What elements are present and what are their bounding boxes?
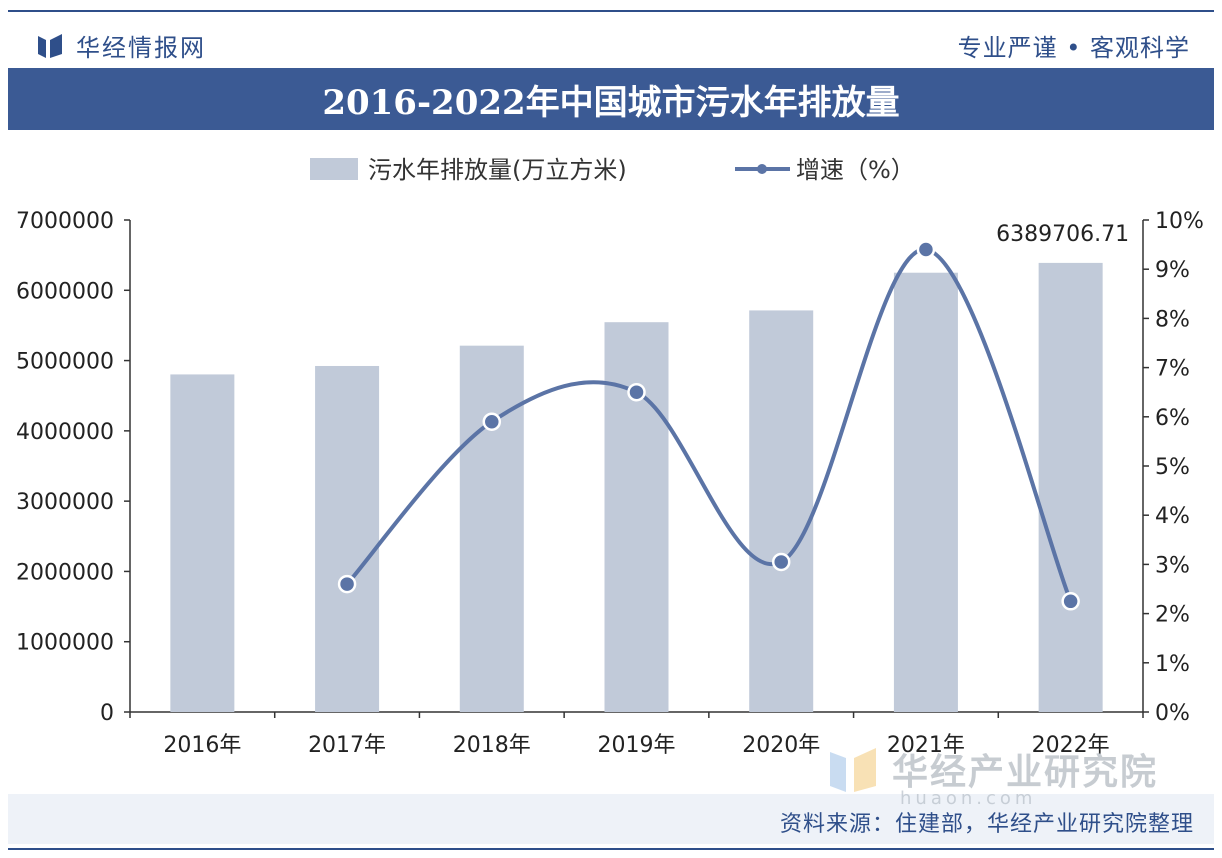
data-labels: 6389706.71 xyxy=(996,222,1129,247)
bars xyxy=(170,262,1103,712)
y-right-tick-label: 7% xyxy=(1155,357,1190,382)
y-left-tick-label: 0 xyxy=(100,701,114,726)
y-right-tick-label: 5% xyxy=(1155,455,1190,480)
y-right-tick-label: 3% xyxy=(1155,553,1190,578)
legend-bar-label: 污水年排放量(万立方米) xyxy=(368,156,627,184)
y-left-tick-label: 1000000 xyxy=(16,631,114,656)
y-left-tick-label: 2000000 xyxy=(16,560,114,585)
legend-line-marker xyxy=(757,164,767,174)
logo: 华经情报网 xyxy=(36,28,206,63)
watermark-logo-icon xyxy=(830,748,876,792)
chart-area: 污水年排放量(万立方米) 增速（%） 0 1000000 2000000 300000… xyxy=(16,156,1204,758)
bar-data-label: 6389706.71 xyxy=(996,222,1129,247)
x-tick-label: 2020年 xyxy=(742,733,820,758)
slogan: 专业严谨 • 客观科学 xyxy=(957,34,1190,62)
growth-line-layer xyxy=(337,240,1080,611)
y-left-tick-label: 6000000 xyxy=(16,279,114,304)
growth-point xyxy=(771,552,791,572)
watermark-url: huaon.com xyxy=(900,788,1037,809)
x-tick-label: 2022年 xyxy=(1032,733,1110,758)
title-bar: 2016-2022年中国城市污水年排放量 xyxy=(8,68,1214,130)
watermark-brand-text: 华经产业研究院 xyxy=(892,752,1159,793)
x-tick-label: 2016年 xyxy=(163,733,241,758)
y-right-tick-label: 2% xyxy=(1155,603,1190,628)
growth-line xyxy=(345,247,1073,603)
legend: 污水年排放量(万立方米) 增速（%） xyxy=(310,156,915,184)
bar xyxy=(170,374,235,712)
legend-line-label: 增速（%） xyxy=(796,156,915,184)
growth-point xyxy=(482,412,502,431)
x-tick-label: 2018年 xyxy=(453,733,531,758)
header-bar: 华经情报网 专业严谨 • 客观科学 xyxy=(0,0,1222,68)
top-rule xyxy=(8,10,1214,12)
y-right-tick-label: 1% xyxy=(1155,652,1190,677)
y-left-tick-label: 5000000 xyxy=(16,350,114,375)
y-right-tick-label: 6% xyxy=(1155,406,1190,431)
source-note: 资料来源：住建部，华经产业研究院整理 xyxy=(779,812,1194,837)
growth-point xyxy=(337,574,357,594)
growth-point xyxy=(916,240,936,259)
x-tick-label: 2019年 xyxy=(598,733,676,758)
y-right-tick-label: 8% xyxy=(1155,307,1190,332)
legend-bar-swatch xyxy=(310,158,358,180)
bar xyxy=(315,365,380,712)
axes: 0 1000000 2000000 3000000 4000000 5000000 6000… xyxy=(16,209,1204,758)
x-tick-label: 2017年 xyxy=(308,733,386,758)
y-left-tick-label: 4000000 xyxy=(16,420,114,445)
bar xyxy=(459,345,524,712)
growth-point xyxy=(627,382,646,402)
y-right-tick-label: 9% xyxy=(1155,258,1190,283)
brand-logo-icon xyxy=(38,33,62,58)
bar xyxy=(604,322,669,712)
y-right-tick-label: 10% xyxy=(1155,209,1204,234)
bar xyxy=(1038,262,1103,712)
chart-title: 2016-2022年中国城市污水年排放量 xyxy=(322,82,900,123)
growth-point xyxy=(1061,592,1080,611)
logo-text: 华经情报网 xyxy=(76,34,206,62)
footer-band xyxy=(8,794,1214,844)
bottom-rule xyxy=(8,848,1214,850)
y-left-tick-label: 3000000 xyxy=(16,490,114,515)
y-left-tick-label: 7000000 xyxy=(16,209,114,234)
y-right-tick-label: 4% xyxy=(1155,504,1190,529)
bar xyxy=(893,272,958,712)
x-tick-label: 2021年 xyxy=(887,733,965,758)
watermark-brand: 华经产业研究院 xyxy=(826,742,1158,796)
bar xyxy=(749,310,814,712)
y-right-tick-label: 0% xyxy=(1155,701,1190,726)
